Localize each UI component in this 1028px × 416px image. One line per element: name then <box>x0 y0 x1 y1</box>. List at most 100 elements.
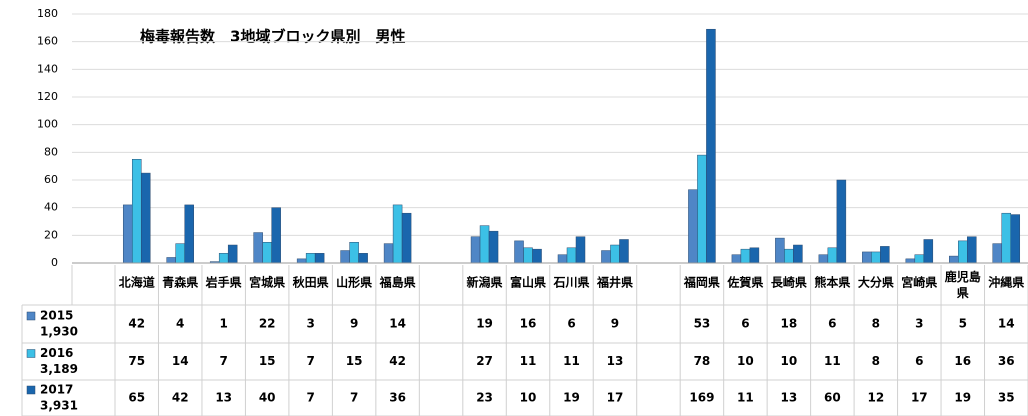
y-tick-label: 60 <box>44 173 58 186</box>
legend-swatch <box>26 349 36 358</box>
bar <box>793 244 803 264</box>
bar <box>871 251 881 264</box>
bar <box>271 207 281 264</box>
bar <box>749 247 760 264</box>
bar <box>697 154 707 264</box>
bar <box>992 243 1003 264</box>
bar <box>140 172 151 264</box>
table-cell: 18 <box>781 317 798 331</box>
bar <box>532 248 542 264</box>
bar <box>619 239 629 264</box>
bar <box>740 248 751 264</box>
table-cell: 11 <box>737 391 754 405</box>
legend-total: 1,930 <box>40 325 78 339</box>
bar <box>1010 214 1021 264</box>
y-tick-label: 120 <box>37 90 58 103</box>
x-tick-label: 福井県 <box>596 275 633 290</box>
table-cell: 60 <box>824 391 841 405</box>
legend-total: 3,189 <box>40 362 78 376</box>
table-cell: 14 <box>389 317 406 331</box>
legend-swatch <box>26 311 36 321</box>
x-tick-label: 長崎県 <box>771 275 807 290</box>
bar <box>227 244 238 264</box>
table-cell: 42 <box>172 391 189 405</box>
table-cell: 11 <box>563 354 580 368</box>
y-tick-label: 180 <box>37 7 58 20</box>
table-cell: 9 <box>350 317 358 331</box>
table-cell: 15 <box>259 354 276 368</box>
table-cell: 13 <box>215 391 232 405</box>
table-cell: 9 <box>611 317 619 331</box>
y-tick-label: 160 <box>37 35 58 48</box>
bar <box>488 230 499 264</box>
table-cell: 19 <box>954 391 971 405</box>
table-cell: 17 <box>911 391 928 405</box>
y-tick-label: 80 <box>44 145 58 158</box>
x-tick-label: 富山県 <box>510 275 546 290</box>
bar <box>557 254 568 264</box>
bar <box>166 257 176 264</box>
y-tick-label: 100 <box>37 118 58 131</box>
bar <box>131 159 142 264</box>
table-cell: 36 <box>998 354 1015 368</box>
x-tick-label: 鹿児島県 <box>945 269 981 300</box>
table-cell: 10 <box>520 391 537 405</box>
bar <box>923 239 934 264</box>
table-cell: 169 <box>689 391 714 405</box>
table-cell: 13 <box>781 391 798 405</box>
x-tick-label: 秋田県 <box>293 275 329 290</box>
bar <box>523 247 533 264</box>
bar <box>566 247 577 264</box>
x-tick-label: 北海道 <box>119 275 155 290</box>
bar <box>601 250 611 264</box>
x-tick-label: 福島県 <box>379 275 416 290</box>
y-tick-label: 0 <box>51 256 58 269</box>
table-cell: 22 <box>259 317 276 331</box>
bar <box>122 204 133 264</box>
table-cell: 35 <box>998 391 1015 405</box>
bar <box>914 254 925 264</box>
bar <box>479 225 490 264</box>
bar <box>836 179 847 264</box>
legend-swatch <box>26 385 36 395</box>
x-tick-label: 宮崎県 <box>901 275 937 290</box>
table-cell: 19 <box>476 317 493 331</box>
x-tick-label: 石川県 <box>552 276 589 290</box>
legend-label: 2017 <box>40 383 73 397</box>
bar <box>949 255 959 264</box>
x-tick-label: 佐賀県 <box>726 275 763 290</box>
x-tick-label: 山形県 <box>336 275 372 290</box>
bar <box>314 253 325 264</box>
table-cell: 8 <box>872 354 880 368</box>
table-cell: 78 <box>694 354 711 368</box>
chart-title: 梅毒報告数 3地域ブロック県別 男性 <box>140 28 405 46</box>
table-cell: 8 <box>872 317 880 331</box>
table-cell: 4 <box>176 317 184 331</box>
y-tick-label: 20 <box>44 228 58 241</box>
table-cell: 15 <box>346 354 363 368</box>
table-cell: 17 <box>607 391 624 405</box>
table-cell: 10 <box>781 354 798 368</box>
table-cell: 12 <box>867 391 884 405</box>
bar <box>358 253 368 264</box>
table-cell: 23 <box>476 391 493 405</box>
y-tick-label: 40 <box>44 201 58 214</box>
table-cell: 13 <box>607 354 624 368</box>
table-cell: 40 <box>259 391 276 405</box>
table-cell: 7 <box>350 391 358 405</box>
legend-label: 2015 <box>40 309 73 323</box>
table-cell: 36 <box>389 391 406 405</box>
table-cell: 7 <box>306 391 314 405</box>
bar <box>862 251 872 264</box>
bar <box>262 242 272 264</box>
bar <box>775 237 785 264</box>
table-cell: 7 <box>220 354 228 368</box>
x-tick-label: 熊本県 <box>814 275 850 290</box>
bar <box>340 250 350 264</box>
table-cell: 11 <box>824 354 841 368</box>
table-cell: 6 <box>567 317 575 331</box>
table-cell: 27 <box>476 354 493 368</box>
table-cell: 6 <box>741 317 749 331</box>
bar <box>731 254 742 264</box>
